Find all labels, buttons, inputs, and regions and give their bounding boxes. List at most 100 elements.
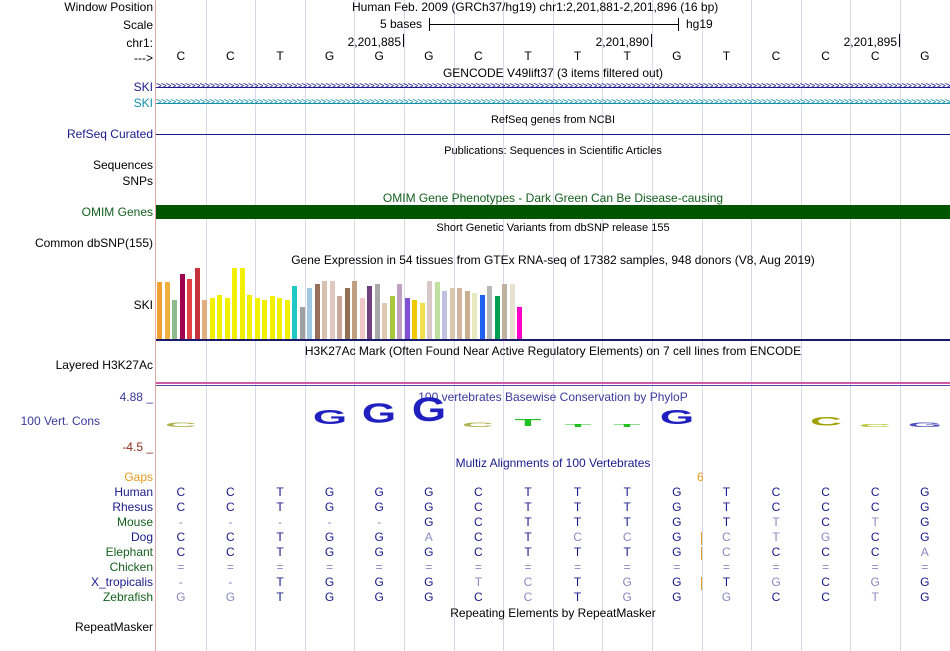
- species-label[interactable]: Dog: [130, 530, 153, 544]
- gtex-tissue-bar[interactable]: [164, 282, 170, 339]
- aligned-base: T: [524, 545, 532, 559]
- gtex-tissue-bar[interactable]: [262, 300, 268, 339]
- species-label[interactable]: Mouse: [116, 515, 153, 529]
- gtex-tissue-bar[interactable]: [292, 286, 298, 339]
- repeatmasker-track-label[interactable]: RepeatMasker: [74, 620, 153, 634]
- assembly-position-title: Human Feb. 2009 (GRCh37/hg19) chr1:2,201…: [352, 0, 719, 14]
- chromosome-label[interactable]: chr1:: [126, 36, 153, 50]
- h3k27ac-track-label[interactable]: Layered H3K27Ac: [55, 358, 153, 372]
- gtex-tissue-bar[interactable]: [412, 300, 418, 339]
- window-position-label[interactable]: Window Position: [64, 0, 153, 14]
- gtex-bar-chart[interactable]: [156, 268, 536, 339]
- gtex-tissue-bar[interactable]: [299, 307, 305, 339]
- scale-label[interactable]: Scale: [122, 18, 153, 32]
- omim-gene-bar[interactable]: [156, 205, 950, 219]
- gtex-tissue-bar[interactable]: [194, 268, 200, 339]
- h3k27ac-signal-line: [156, 382, 950, 384]
- gtex-tissue-bar[interactable]: [284, 300, 290, 339]
- aligned-base: =: [375, 560, 383, 574]
- species-label[interactable]: X_tropicalis: [90, 575, 153, 589]
- gtex-tissue-bar[interactable]: [382, 303, 388, 339]
- gtex-tissue-bar[interactable]: [457, 288, 463, 339]
- aligned-base: G: [820, 530, 831, 544]
- gtex-tissue-bar[interactable]: [209, 298, 215, 339]
- gtex-tissue-bar[interactable]: [434, 282, 440, 339]
- gtex-tissue-bar[interactable]: [479, 295, 485, 339]
- gtex-tissue-bar[interactable]: [464, 291, 470, 339]
- gencode-item-label-1[interactable]: SKI: [133, 80, 153, 94]
- gtex-tissue-bar[interactable]: [202, 300, 208, 339]
- gtex-tissue-bar[interactable]: [307, 288, 313, 339]
- gtex-tissue-bar[interactable]: [329, 281, 335, 339]
- gtex-tissue-bar[interactable]: [419, 303, 425, 339]
- gtex-tissue-bar[interactable]: [224, 298, 230, 339]
- base-boundary-line: [602, 0, 603, 651]
- aligned-base: T: [623, 515, 631, 529]
- omim-track-label[interactable]: OMIM Genes: [81, 205, 153, 219]
- gtex-tissue-bar[interactable]: [397, 284, 403, 339]
- gtex-tissue-bar[interactable]: [239, 268, 245, 339]
- gtex-track-label[interactable]: SKI: [133, 298, 153, 312]
- gtex-tissue-bar[interactable]: [247, 295, 253, 339]
- gtex-tissue-bar[interactable]: [502, 284, 508, 339]
- species-label[interactable]: Zebrafish: [102, 590, 153, 604]
- gtex-tissue-bar[interactable]: [344, 288, 350, 339]
- aligned-base: T: [573, 575, 582, 589]
- aligned-base: C: [226, 545, 235, 559]
- gtex-tissue-bar[interactable]: [487, 286, 493, 339]
- dbsnp-track-label[interactable]: Common dbSNP(155): [34, 236, 153, 250]
- aligned-base: G: [721, 590, 732, 604]
- phylop-track-label[interactable]: 100 Vert. Cons: [20, 414, 100, 428]
- gtex-tissue-bar[interactable]: [472, 293, 478, 339]
- gtex-tissue-bar[interactable]: [217, 295, 223, 339]
- species-label[interactable]: Human: [114, 485, 153, 499]
- species-label[interactable]: Chicken: [109, 560, 153, 574]
- gtex-tissue-bar[interactable]: [179, 274, 185, 339]
- sequence-arrow-label[interactable]: --->: [134, 51, 153, 65]
- gtex-tissue-bar[interactable]: [314, 284, 320, 339]
- gtex-tissue-bar[interactable]: [277, 298, 283, 339]
- gencode-transcript-1-arrows: >>>>>>>>>>>>>>>>>>>>>>>>>>>>>>>>>>>>>>>>…: [156, 81, 950, 92]
- gtex-tissue-bar[interactable]: [352, 281, 358, 339]
- gtex-tissue-bar[interactable]: [254, 298, 260, 339]
- reference-base: C: [226, 49, 235, 63]
- species-label[interactable]: Elephant: [105, 545, 153, 559]
- gtex-tissue-bar[interactable]: [269, 296, 275, 339]
- gtex-tissue-bar[interactable]: [187, 279, 193, 339]
- gtex-tissue-bar[interactable]: [359, 298, 365, 339]
- gtex-tissue-bar[interactable]: [389, 296, 395, 339]
- gencode-transcript-1[interactable]: [156, 87, 950, 88]
- gtex-tissue-bar[interactable]: [322, 281, 328, 339]
- gtex-tissue-bar[interactable]: [509, 284, 515, 339]
- refseq-track-label[interactable]: RefSeq Curated: [66, 127, 153, 141]
- gtex-tissue-bar[interactable]: [404, 298, 410, 339]
- gtex-tissue-bar[interactable]: [374, 284, 380, 339]
- snps-track-label[interactable]: SNPs: [122, 174, 153, 188]
- aligned-base: C: [523, 590, 533, 604]
- gtex-tissue-bar[interactable]: [494, 296, 500, 339]
- aligned-base: T: [474, 575, 483, 589]
- gtex-tissue-bar[interactable]: [517, 307, 523, 339]
- gtex-tissue-bar[interactable]: [367, 286, 373, 339]
- gtex-tissue-bar[interactable]: [172, 300, 178, 339]
- aligned-base: G: [374, 485, 384, 499]
- gtex-tissue-bar[interactable]: [157, 282, 163, 339]
- base-boundary-line: [702, 0, 703, 651]
- species-label[interactable]: Rhesus: [112, 500, 153, 514]
- gtex-tissue-bar[interactable]: [449, 288, 455, 339]
- gtex-tissue-bar[interactable]: [337, 296, 343, 339]
- sequences-track-label[interactable]: Sequences: [92, 158, 153, 172]
- gencode-item-label-2[interactable]: SKI: [133, 96, 153, 110]
- aligned-base: T: [722, 515, 731, 529]
- aligned-base: =: [474, 560, 482, 574]
- aligned-base: C: [474, 485, 483, 499]
- conservation-letter: G: [411, 392, 446, 430]
- aligned-base: G: [374, 575, 384, 589]
- refseq-gene-line[interactable]: [156, 134, 950, 135]
- gtex-tissue-bar[interactable]: [442, 291, 448, 339]
- gtex-tissue-bar[interactable]: [232, 268, 238, 339]
- gtex-tissue-bar[interactable]: [427, 281, 433, 339]
- aligned-base: C: [821, 590, 830, 604]
- gencode-track-title: GENCODE V49lift37 (3 items filtered out): [442, 66, 664, 80]
- gencode-transcript-2[interactable]: [156, 103, 950, 104]
